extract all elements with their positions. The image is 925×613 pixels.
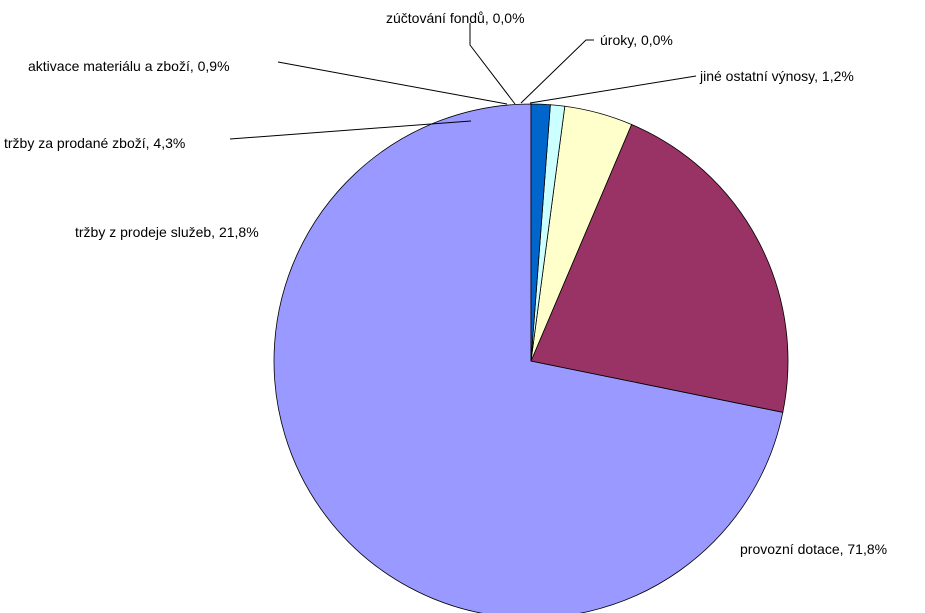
data-label-jine-ostatni-vynosy: jiné ostatní výnosy, 1,2% [699,68,854,84]
data-label-provozni-dotace: provozní dotace, 71,8% [740,541,887,557]
data-label-aktivace-materialu-a-zbozi: aktivace materiálu a zboží, 0,9% [28,58,230,74]
pie-slices [273,103,789,613]
pie-slice-6 [530,103,551,362]
data-label-uroky: úroky, 0,0% [600,32,673,48]
data-label-trzby-za-prodane-zbozi: tržby za prodané zboží, 4,3% [4,135,185,151]
leader-line-3 [277,61,508,105]
leader-line-5 [520,39,594,104]
pie-slice-1 [530,123,789,413]
leader-line-6 [529,75,697,104]
data-label-zuctovani-fondu: zúčtování fondů, 0,0% [386,10,525,26]
data-label-trzby-z-prodeje-sluzeb: tržby z prodeje služeb, 21,8% [75,224,259,240]
data-labels: provozní dotace, 71,8% tržby z prodeje s… [4,10,887,557]
leader-line-2 [229,120,472,140]
leader-lines [229,23,697,140]
leader-line-4 [469,23,516,105]
pie-slice-0 [273,103,784,613]
